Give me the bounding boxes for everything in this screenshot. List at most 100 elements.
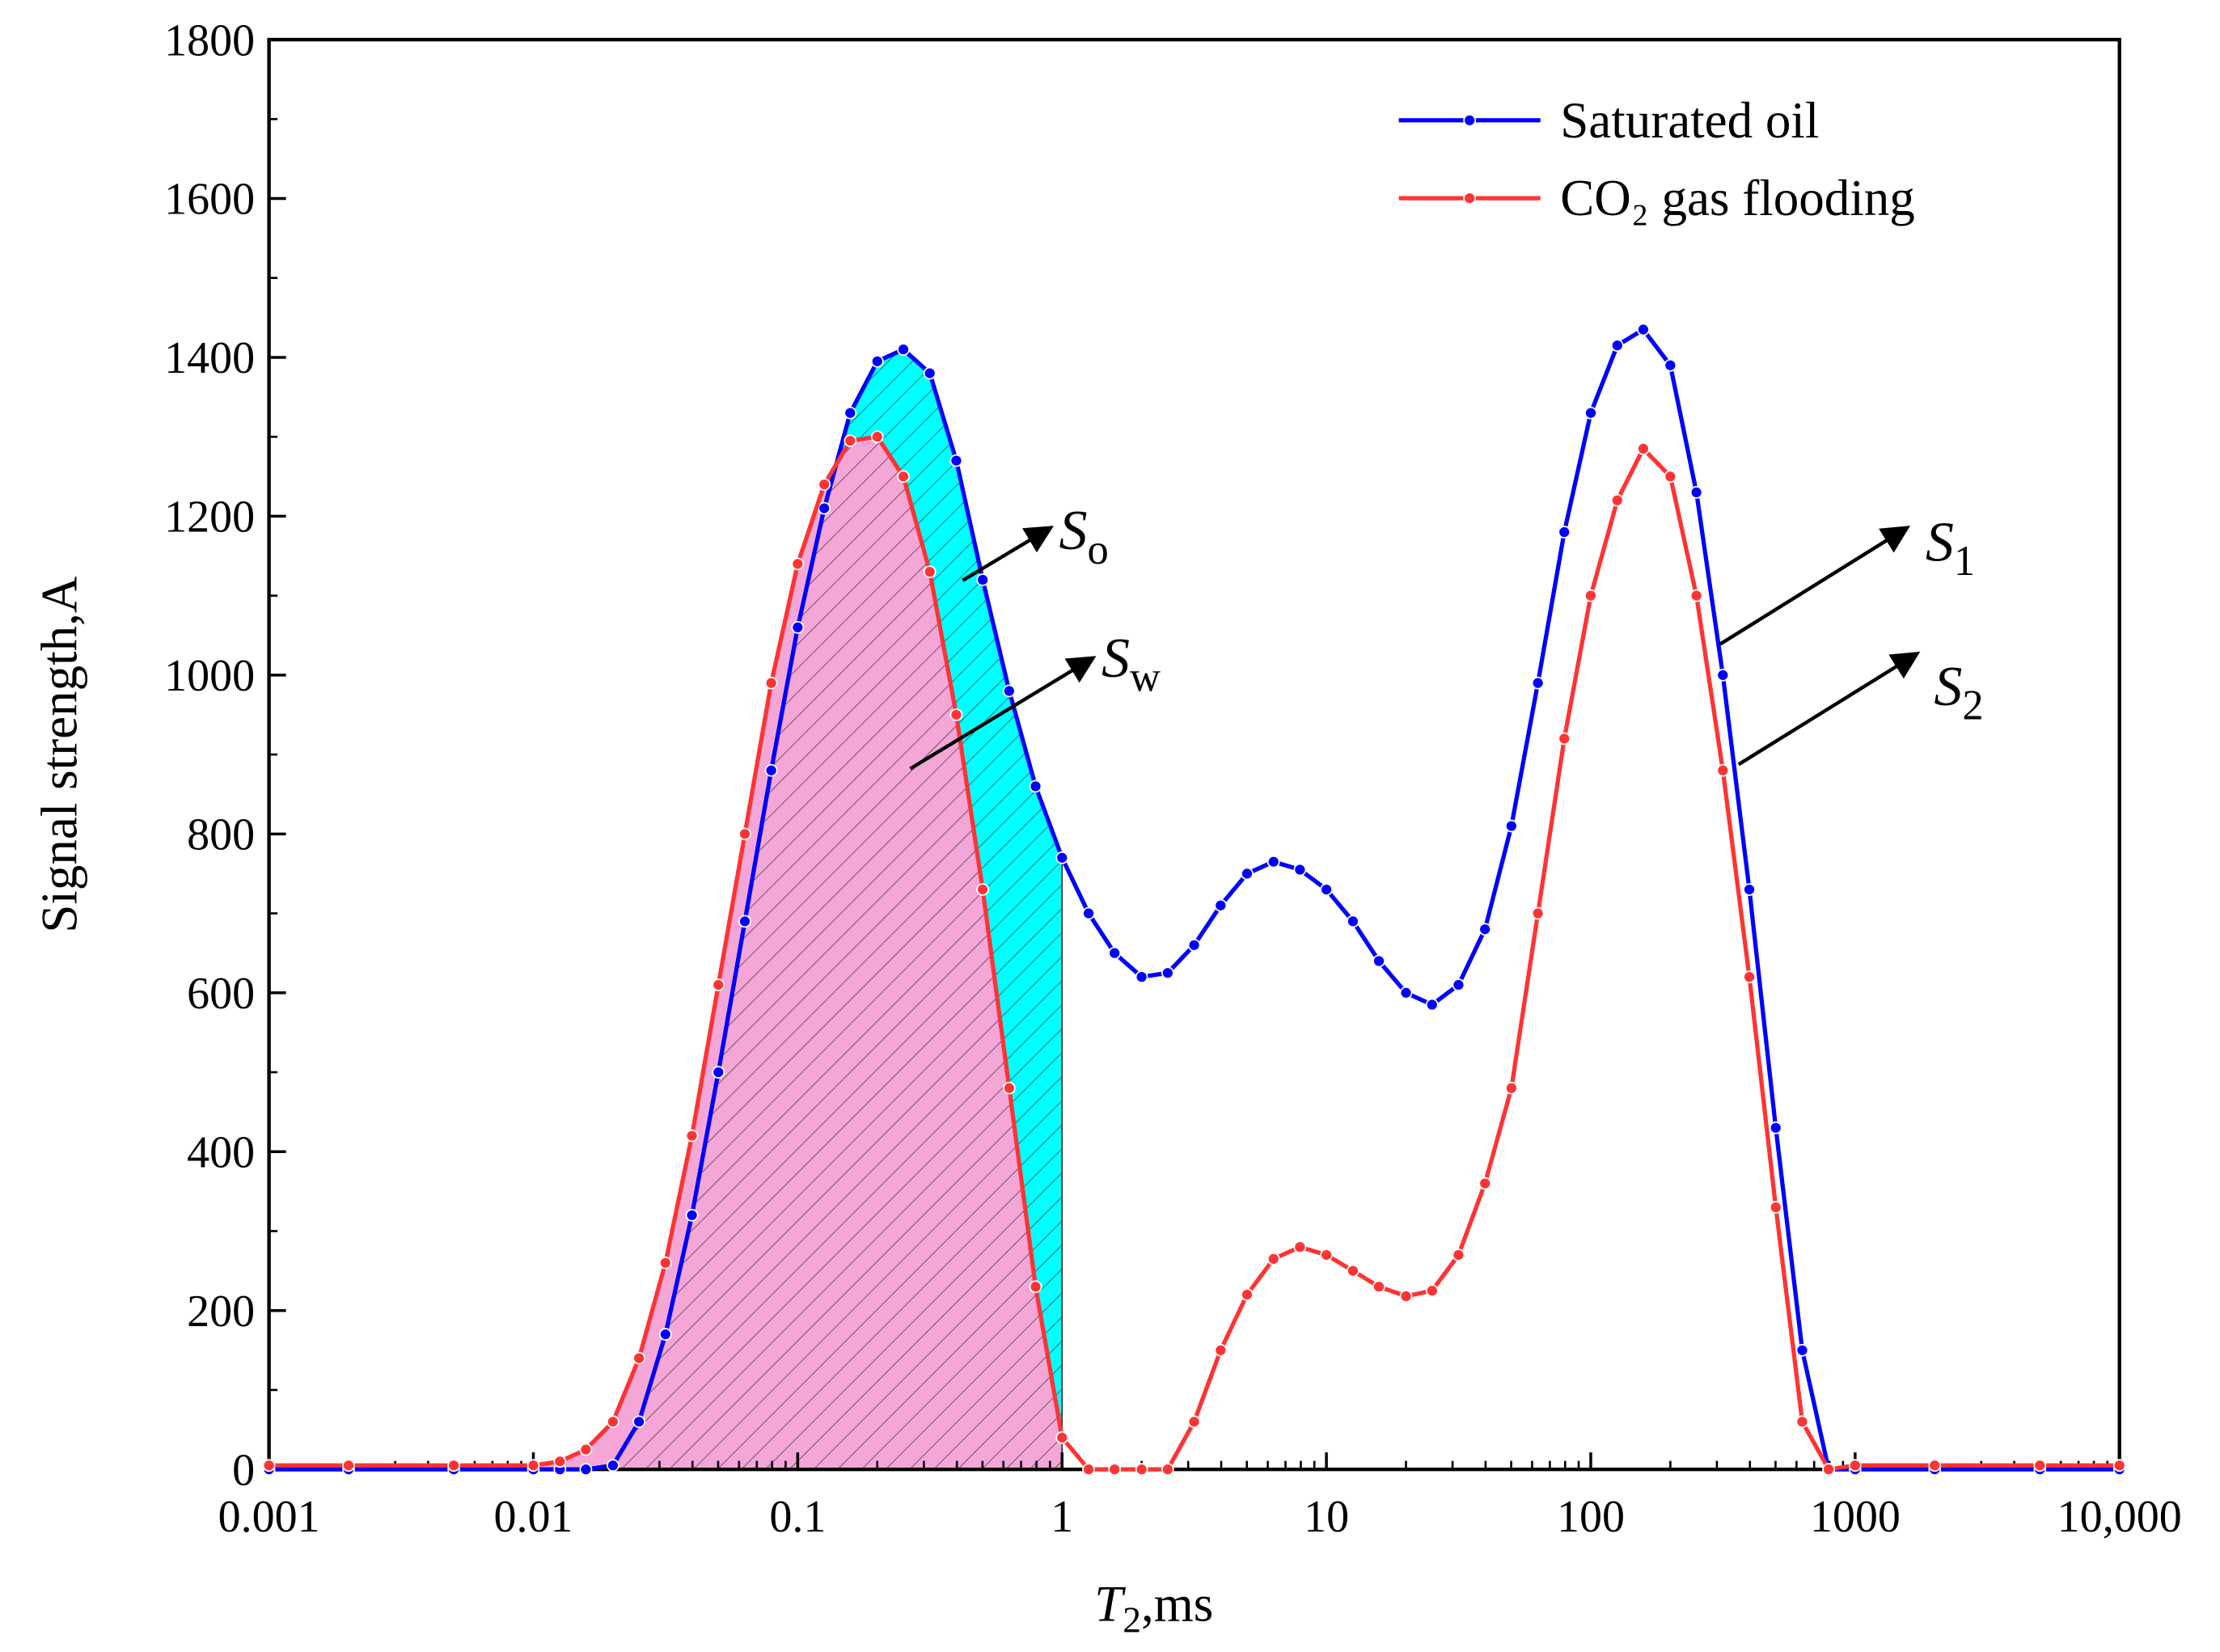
data-point [579,1443,593,1456]
y-tick-label: 1800 [164,15,255,65]
shaded-area [269,349,1063,1470]
data-point [923,366,937,380]
data-point [1769,1121,1782,1134]
data-point [1399,986,1413,999]
data-point [1187,1415,1201,1429]
data-point [1716,668,1730,682]
data-point [1452,978,1465,991]
data-point [1743,970,1756,984]
data-point [685,1208,699,1222]
data-point [607,1415,619,1429]
x-axis-title-part: T [1094,1575,1126,1632]
data-point [607,1459,619,1472]
data-point [632,1351,646,1365]
data-point [897,343,910,356]
x-tick-label: 1 [1051,1492,1073,1542]
data-point [1795,1415,1809,1429]
data-point [870,354,884,368]
data-point [526,1459,540,1472]
data-point [1002,684,1016,698]
annotation: Sw [1102,627,1161,701]
data-point [1293,863,1307,877]
data-point [1584,589,1597,602]
x-tick-label: 10,000 [2057,1492,2182,1542]
x-axis-title-part: ,ms [1141,1575,1213,1632]
data-point [1716,763,1730,777]
x-tick-label: 0.1 [769,1492,826,1542]
annotation-sub: w [1130,653,1161,700]
data-point [1610,493,1624,507]
arrow [962,526,1054,582]
data-point [1425,1284,1439,1298]
x-tick-label: 1000 [1810,1492,1901,1542]
data-point [712,978,725,991]
data-point [2112,1459,2126,1472]
data-point [1108,1463,1122,1477]
y-tick-label: 600 [187,969,255,1019]
data-point [976,883,989,896]
data-point [1478,923,1492,936]
data-point [1664,358,1677,372]
y-tick-label: 1200 [164,492,255,543]
data-point [1689,589,1703,602]
data-point [658,1256,672,1270]
y-tick-label: 1600 [164,175,255,225]
data-point [976,573,989,586]
data-point [844,406,857,420]
data-point [1214,898,1228,912]
data-point [685,1129,699,1143]
data-point [658,1328,672,1341]
data-point [1425,998,1439,1012]
data-point [1372,1280,1385,1294]
legend-label: CO₂ gas flooding [1560,170,1915,226]
data-point [1743,883,1756,896]
annotation-text: S [1934,656,1962,718]
x-tick-label: 100 [1557,1492,1625,1542]
data-point [1452,1249,1465,1261]
x-axis-title-sub: 2 [1123,1599,1141,1640]
data-point [1055,1430,1069,1444]
x-axis-title: T2,ms [1094,1575,1213,1640]
y-tick-label: 200 [187,1287,255,1337]
arrow [1737,651,1921,767]
annotation-sub: 1 [1954,538,1975,585]
x-tick-label: 0.01 [493,1492,573,1542]
data-point [1637,323,1650,336]
data-point [1531,906,1545,920]
legend-marker [1463,192,1477,205]
data-point [1055,851,1069,864]
annotation: S2 [1934,656,1983,729]
data-point [1214,1343,1228,1357]
data-point [1187,938,1201,952]
data-point [1848,1459,1862,1472]
legend-marker [1463,113,1477,127]
x-tick-label: 10 [1304,1492,1349,1542]
annotation: So [1059,500,1108,573]
data-point [1504,819,1518,833]
annotations: So Sw S1 S2 [909,500,1984,771]
legend-label: Saturated oil [1560,92,1819,149]
data-point [262,1459,276,1472]
series-line [269,327,2120,1472]
y-tick-label: 1400 [164,333,255,383]
annotation-text: S [1102,627,1130,690]
data-point [1161,1463,1174,1477]
data-point [1161,966,1174,980]
data-point [1558,526,1571,539]
data-point [1637,442,1650,455]
data-point [738,827,751,841]
data-point [1822,1463,1835,1477]
data-point [712,1066,725,1079]
data-point [1531,676,1545,690]
arrow [909,656,1097,771]
data-point [738,915,751,928]
x-tick-label: 0.001 [218,1492,320,1542]
annotation: S1 [1926,511,1975,585]
y-tick-label: 1000 [164,651,255,701]
annotation-text: S [1059,500,1087,562]
data-point [923,565,937,579]
data-point [553,1455,567,1468]
y-tick-label: 0 [232,1445,255,1495]
data-point [1347,1264,1359,1278]
